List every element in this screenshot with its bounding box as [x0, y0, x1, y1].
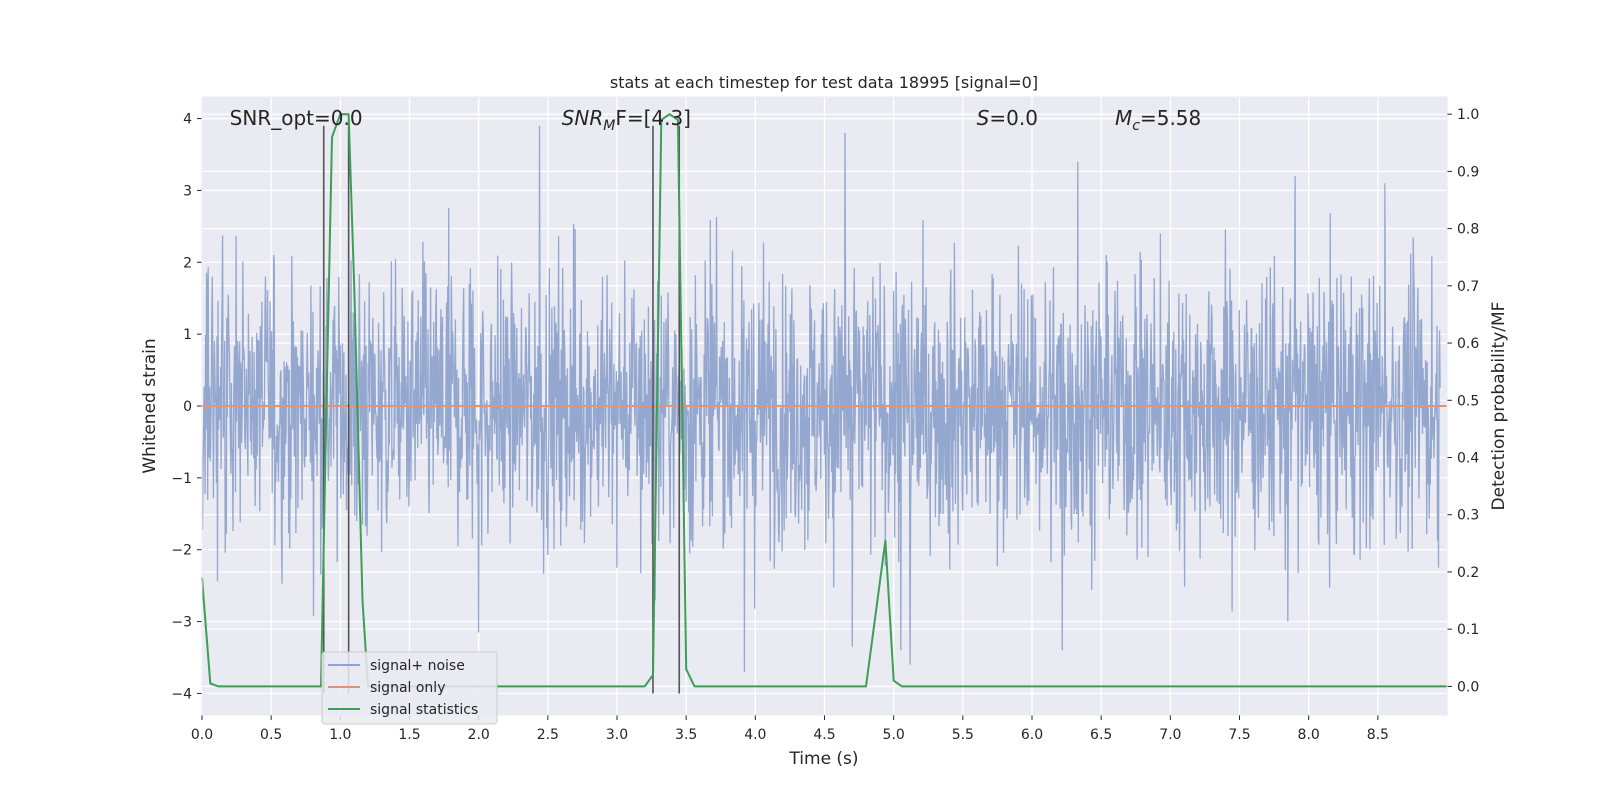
- y-tick-label-right: 0.2: [1457, 565, 1479, 581]
- data-layer: [201, 113, 1447, 694]
- x-tick-label: 7.0: [1159, 727, 1181, 743]
- y-axis-label-right: Detection probability/MF: [1489, 302, 1509, 511]
- x-tick-label: 3.5: [675, 727, 697, 743]
- x-tick-label: 7.5: [1228, 727, 1250, 743]
- y-tick-label-right: 1.0: [1457, 107, 1479, 123]
- y-tick-label-left: 1: [183, 327, 192, 343]
- y-tick-label-right: 0.0: [1457, 679, 1479, 695]
- y-tick-label-right: 0.5: [1457, 393, 1479, 409]
- y-tick-label-right: 0.6: [1457, 336, 1479, 352]
- y-tick-label-left: −1: [171, 471, 192, 487]
- y-tick-label-left: 4: [183, 112, 192, 128]
- x-tick-label: 0.5: [260, 727, 282, 743]
- x-tick-label: 0.0: [191, 727, 213, 743]
- x-axis-label: Time (s): [788, 749, 858, 769]
- annotation-text: SNRMF=[4.3]: [562, 106, 691, 134]
- annotations: SNR_opt=0.0 SNRMF=[4.3] S=0.0 Mc=5.58: [230, 106, 1202, 134]
- x-tick-label: 8.5: [1367, 727, 1389, 743]
- x-tick-label: 2.0: [468, 727, 490, 743]
- legend-label: signal+ noise: [370, 658, 465, 674]
- annotation-text: SNR_opt=0.0: [230, 106, 363, 130]
- y-axis-label-left: Whitened strain: [140, 338, 160, 473]
- x-tick-label: 4.0: [744, 727, 766, 743]
- series-line-signal-statistics: [201, 113, 1447, 688]
- x-tick-label: 6.5: [1090, 727, 1112, 743]
- x-tick-label: 4.5: [813, 727, 835, 743]
- x-tick-label: 1.0: [329, 727, 351, 743]
- x-tick-label: 3.0: [606, 727, 628, 743]
- x-tick-label: 5.5: [952, 727, 974, 743]
- y-tick-label-left: −3: [171, 615, 192, 631]
- y-tick-label-right: 0.8: [1457, 222, 1479, 238]
- annotation-text: Mc=5.58: [1115, 106, 1201, 134]
- y-tick-label-right: 0.7: [1457, 279, 1479, 295]
- legend-box: [321, 651, 498, 725]
- chart-title: stats at each timestep for test data 189…: [610, 73, 1038, 92]
- y-tick-label-left: 0: [183, 399, 192, 415]
- y-tick-label-left: 3: [183, 183, 192, 199]
- y-tick-label-left: −2: [171, 543, 192, 559]
- y-tick-label-right: 0.3: [1457, 508, 1479, 524]
- x-tick-label: 8.0: [1298, 727, 1320, 743]
- y-tick-label-left: −4: [171, 686, 192, 702]
- axes: 0.0 0.5 1.0 1.5 2.0 2.5 3.0 3.5 4.0 4.5 5.0 5.5 6.0 6…: [171, 96, 1479, 743]
- y-tick-label-right: 0.4: [1457, 451, 1479, 467]
- x-tick-label: 1.5: [398, 727, 420, 743]
- x-tick-label: 6.0: [1021, 727, 1043, 743]
- x-tick-label: 5.0: [883, 727, 905, 743]
- plot-frame: [201, 96, 1448, 716]
- annotation-text: S=0.0: [977, 106, 1038, 130]
- legend-label: signal only: [370, 680, 445, 696]
- x-tick-label: 2.5: [537, 727, 559, 743]
- y-tick-label-right: 0.1: [1457, 622, 1479, 638]
- y-tick-label-left: 2: [183, 255, 192, 271]
- legend: signal+ noise signal only signal statistic…: [321, 651, 498, 725]
- legend-label: signal statistics: [370, 702, 478, 718]
- y-tick-label-right: 0.9: [1457, 164, 1479, 180]
